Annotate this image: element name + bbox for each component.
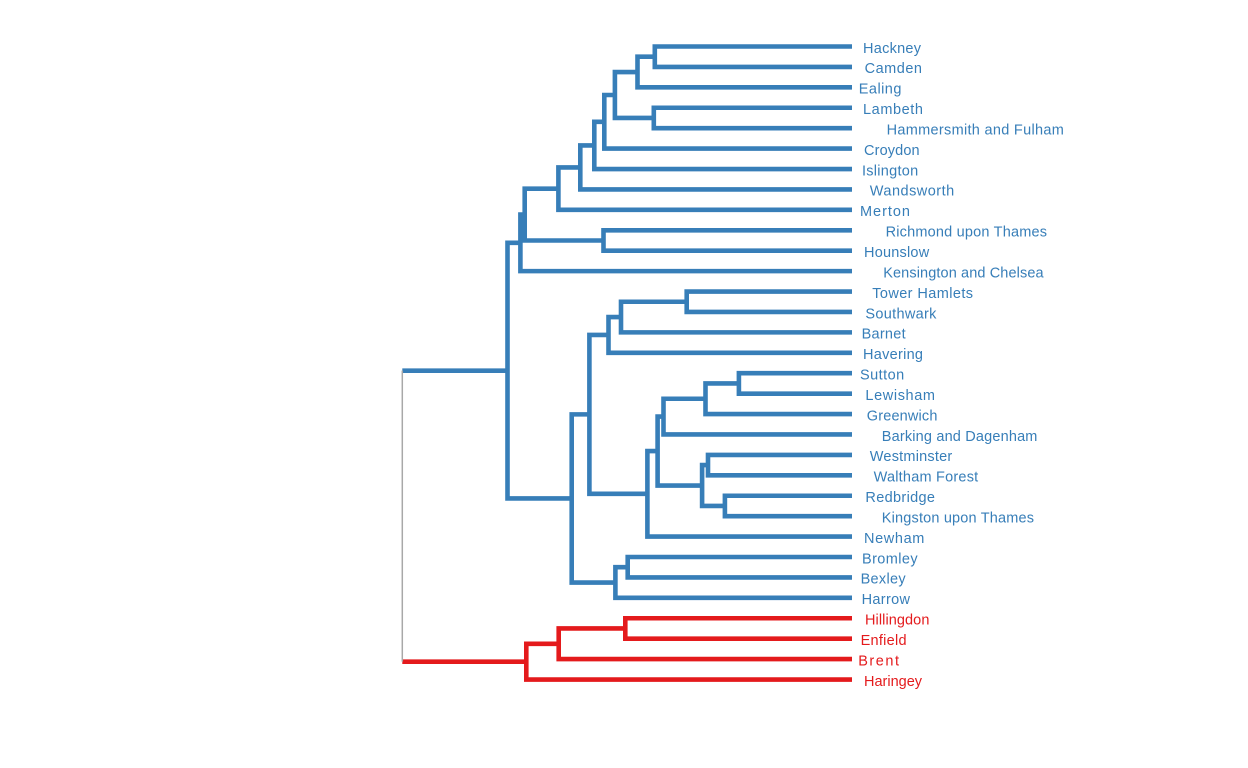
svg-text:Redbridge: Redbridge xyxy=(865,490,935,506)
svg-text:Wandsworth: Wandsworth xyxy=(870,184,954,200)
svg-text:Havering: Havering xyxy=(863,347,923,363)
svg-text:Brent: Brent xyxy=(858,653,899,669)
svg-text:Tower Hamlets: Tower Hamlets xyxy=(872,286,973,302)
svg-text:Camden: Camden xyxy=(865,61,922,77)
svg-text:Sutton: Sutton xyxy=(860,368,904,384)
svg-text:Bexley: Bexley xyxy=(861,572,907,588)
svg-text:Merton: Merton xyxy=(860,204,910,220)
svg-text:Kingston upon Thames: Kingston upon Thames xyxy=(882,510,1034,526)
svg-text:Enfield: Enfield xyxy=(861,633,907,649)
svg-text:Kensington and Chelsea: Kensington and Chelsea xyxy=(883,265,1044,281)
svg-text:Richmond upon Thames: Richmond upon Thames xyxy=(886,225,1047,241)
svg-text:Greenwich: Greenwich xyxy=(867,408,938,424)
svg-text:Newham: Newham xyxy=(864,531,924,547)
svg-text:Bromley: Bromley xyxy=(862,551,918,567)
svg-text:Hounslow: Hounslow xyxy=(864,245,930,261)
svg-text:Hammersmith and Fulham: Hammersmith and Fulham xyxy=(887,122,1064,138)
svg-text:Haringey: Haringey xyxy=(864,674,923,690)
svg-text:Harrow: Harrow xyxy=(862,592,911,608)
svg-text:Waltham Forest: Waltham Forest xyxy=(874,470,979,486)
svg-text:Barking and Dagenham: Barking and Dagenham xyxy=(882,429,1038,445)
svg-text:Barnet: Barnet xyxy=(862,327,906,343)
svg-text:Lewisham: Lewisham xyxy=(865,388,935,404)
svg-text:Lambeth: Lambeth xyxy=(863,102,923,118)
svg-text:Southwark: Southwark xyxy=(865,306,937,322)
svg-text:Croydon: Croydon xyxy=(864,143,920,159)
svg-text:Hackney: Hackney xyxy=(863,41,922,57)
svg-text:Islington: Islington xyxy=(862,163,918,179)
svg-text:Hillingdon: Hillingdon xyxy=(865,613,929,629)
svg-text:Westminster: Westminster xyxy=(870,449,953,465)
svg-text:Ealing: Ealing xyxy=(859,82,902,98)
